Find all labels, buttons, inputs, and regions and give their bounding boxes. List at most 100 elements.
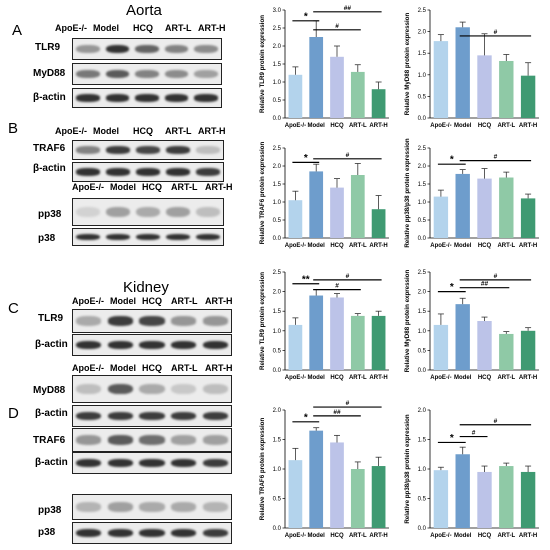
bar	[433, 196, 449, 238]
y-tick-label: 1.0	[418, 200, 427, 206]
group-label-row: ApoE-/- Model HCQ ART-L ART-H	[72, 363, 242, 375]
significance-mark: ##	[333, 409, 341, 416]
y-tick-label: 1.5	[418, 438, 427, 444]
y-tick-label: 2.0	[418, 408, 427, 414]
x-tick-label: ApoE-/-	[285, 123, 306, 129]
blot-band	[170, 528, 197, 538]
group-label: ART-L	[171, 182, 198, 192]
x-tick-label: ART-L	[349, 123, 367, 129]
group-label: ART-L	[171, 296, 198, 306]
x-tick-label: ART-L	[497, 375, 515, 381]
bar	[455, 304, 470, 370]
blot-band	[76, 146, 100, 154]
significance-mark: #	[472, 430, 476, 437]
blot-band	[76, 383, 102, 395]
bar-chart-aorta-myd88: Relative MyD88 protein expression 0.0 0.5 1…	[404, 8, 539, 129]
blot-band	[136, 146, 160, 154]
group-label-row: ApoE-/- Model HCQ ART-L ART-H	[55, 126, 226, 138]
blot-strip	[72, 309, 232, 333]
blot-label-bactin: β-actin	[33, 163, 66, 174]
blot-band	[139, 528, 165, 538]
y-tick-label: 1.0	[273, 467, 282, 473]
bar	[288, 460, 303, 528]
x-tick-label: ART-H	[519, 123, 537, 129]
bar	[350, 315, 365, 370]
blot-strip	[72, 63, 222, 85]
blot-band	[164, 69, 189, 79]
blot-band	[107, 340, 134, 350]
y-axis-label: Relative TRAF6 protein expression	[259, 142, 266, 245]
y-tick-label: 2.5	[418, 8, 427, 14]
bar	[288, 324, 303, 370]
x-tick-label: Model	[308, 123, 326, 129]
significance-mark: *	[450, 433, 454, 444]
blot-strip	[72, 162, 224, 182]
bar-chart-kidney-myd88: Relative MyD88 protein expression 0.0 0.5 1…	[404, 270, 539, 381]
blot-band	[75, 94, 100, 102]
bar	[330, 56, 344, 118]
significance-mark: ##	[344, 5, 352, 12]
blot-strip	[72, 375, 232, 403]
bar	[309, 430, 324, 528]
y-tick-label: 0.0	[418, 526, 427, 532]
blot-strip	[72, 38, 222, 60]
blot-band	[202, 528, 228, 538]
blot-band	[166, 233, 190, 241]
y-tick-label: 3.0	[273, 8, 282, 14]
bar	[433, 324, 449, 370]
x-tick-label: HCQ	[330, 123, 344, 129]
bar	[477, 55, 492, 118]
blot-band	[139, 411, 165, 421]
x-tick-label: ART-L	[497, 123, 515, 129]
y-axis-label: Relative pp38/p38 protein expression	[404, 138, 411, 248]
panel-letter-a: A	[12, 22, 23, 39]
significance-mark: #	[494, 154, 498, 161]
bar	[433, 41, 449, 118]
bar-chart-kidney-pp38: Relative pp38/p38 protein expression 0.0 0…	[404, 408, 539, 539]
blot-band	[136, 206, 160, 218]
blot-band	[202, 458, 228, 468]
blot-band	[139, 340, 165, 350]
bar	[309, 295, 324, 370]
group-label-row: ApoE-/- Model HCQ ART-L ART-H	[72, 182, 242, 194]
blot-band	[196, 168, 220, 176]
y-tick-label: 0.0	[418, 368, 427, 374]
y-axis-label: Relative MyD88 protein expression	[404, 270, 411, 373]
bar	[520, 471, 536, 528]
y-tick-label: 0.0	[273, 368, 282, 374]
x-tick-label: ART-L	[497, 243, 515, 249]
bar	[371, 315, 386, 370]
significance-mark: *	[304, 412, 308, 423]
blot-label-tlr9: TLR9	[38, 313, 63, 324]
x-tick-label: ART-L	[349, 375, 367, 381]
blot-band	[76, 233, 100, 241]
blot-label-tlr9: TLR9	[35, 42, 60, 53]
blot-band	[194, 69, 219, 79]
x-tick-label: HCQ	[478, 375, 492, 381]
bar	[520, 198, 536, 238]
y-tick-label: 1.5	[273, 438, 282, 444]
y-tick-label: 2.5	[273, 26, 282, 32]
y-tick-label: 0.5	[418, 348, 427, 354]
bar	[350, 71, 365, 118]
blot-band	[202, 501, 228, 513]
blot-band	[196, 233, 220, 241]
group-label: ApoE-/-	[55, 23, 87, 33]
panel-letter-b: B	[8, 120, 19, 137]
blot-label-p38: p38	[38, 527, 56, 538]
significance-mark: #	[346, 273, 350, 280]
x-tick-label: Model	[454, 243, 472, 249]
group-label: HCQ	[142, 363, 162, 373]
bar	[455, 27, 470, 119]
bar	[330, 187, 344, 238]
y-tick-label: 2.0	[418, 290, 427, 296]
bar-chart-kidney-tlr9: Relative TLR9 protein expression 0.0 0.5 1.…	[259, 270, 389, 381]
blot-strip	[72, 428, 232, 452]
significance-mark: #	[494, 29, 498, 36]
y-tick-label: 0.5	[418, 218, 427, 224]
blot-band	[107, 316, 134, 326]
group-label: Model	[110, 296, 136, 306]
blot-band	[76, 168, 100, 176]
significance-mark: *	[304, 153, 308, 164]
blot-label-bactin: β-actin	[33, 92, 66, 103]
